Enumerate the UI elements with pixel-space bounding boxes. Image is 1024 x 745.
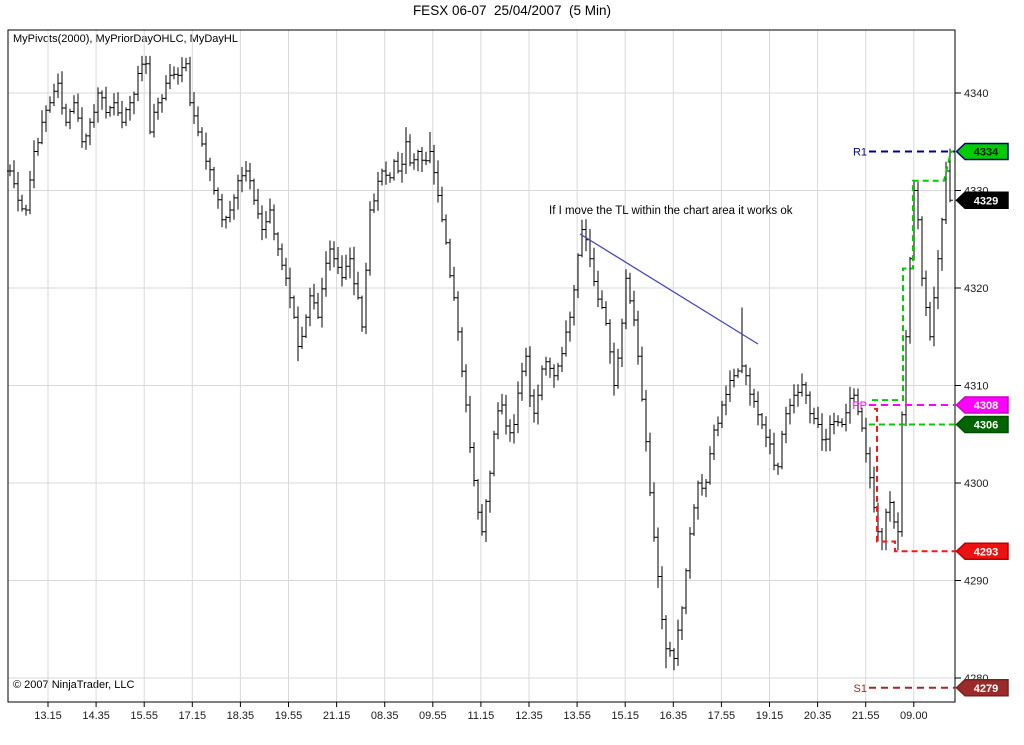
time-tick-label: 12.35 [515,710,543,722]
time-tick-label: 14.35 [82,710,110,722]
ohlc-bars [7,55,953,671]
price-tag-4308 [955,396,1009,414]
plot-border [7,29,956,703]
time-tick-label: 13.15 [34,710,62,722]
time-tick-label: 09.00 [900,710,928,722]
copyright-label: © 2007 NinjaTrader, LLC [13,679,135,691]
time-tick-label: 11.15 [468,710,495,722]
price-tick-label: 4320 [964,283,988,295]
time-tick-label: 09.55 [419,710,447,722]
time-tick-label: 20.35 [804,710,832,722]
price-tag-label-4329: 4329 [974,195,998,207]
price-tick-label: 4310 [964,381,988,393]
time-tick-label: 21.55 [852,710,880,722]
price-tag-4306 [955,415,1009,434]
price-tick-label: 4340 [964,88,988,100]
price-tag-label-4308: 4308 [974,400,998,412]
price-tick-label: 4300 [964,478,988,490]
current-day-high-line [872,150,957,402]
time-tick-label: 19.15 [756,710,784,722]
time-tick-label: 16.35 [660,710,688,722]
price-tag-4279 [955,679,1009,697]
price-tag-label-4293: 4293 [974,546,998,558]
price-tag-4329 [955,191,1009,210]
price-tag-4293 [955,542,1009,561]
time-tick-label: 17.55 [708,710,736,722]
time-tick-label: 21.15 [323,710,351,722]
indicator-list-label: MyPivots(2000), MyPriorDayOHLC, MyDayHL [13,33,238,45]
time-tick-label: 08.35 [371,710,399,722]
pivot-label-pp: PP [852,400,867,412]
time-tick-label: 18.35 [227,710,255,722]
time-tick-label: 15.55 [130,710,158,722]
time-tick-label: 13.55 [563,710,591,722]
price-tag-label-4306: 4306 [974,420,998,432]
pivot-label-r1: R1 [853,147,867,159]
time-tick-label: 19.55 [275,710,303,722]
price-tick-label: 4290 [964,576,988,588]
price-tag-label-4334: 4334 [974,147,999,159]
time-tick-label: 15.15 [611,710,639,722]
price-tag-4334 [955,142,1009,161]
chart-title: FESX 06-07 25/04/2007 (5 Min) [412,3,612,18]
pivot-label-s1: S1 [854,683,867,695]
price-tag-label-4279: 4279 [974,683,998,695]
trendline[interactable] [579,233,759,345]
trendline-note[interactable]: If I move the TL within the chart area i… [549,205,793,217]
time-tick-label: 17.15 [179,710,207,722]
current-day-low-line [874,407,957,553]
